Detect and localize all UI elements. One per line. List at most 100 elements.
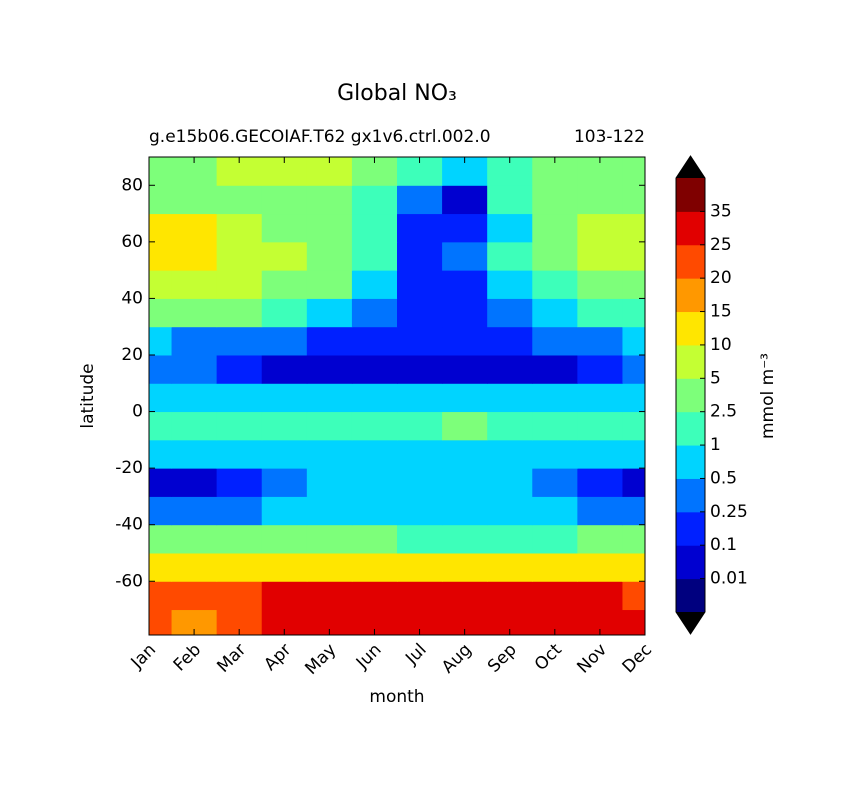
contour-cell — [397, 496, 443, 526]
colorbar-extend — [676, 156, 705, 178]
contour-cell — [261, 354, 308, 384]
contour-cell — [351, 383, 398, 413]
contour-cell — [532, 411, 578, 441]
contour-cell — [442, 581, 488, 611]
colorbar-tick-label: 25 — [710, 235, 732, 255]
y-tick-label: 60 — [121, 232, 143, 252]
subtitle-left: g.e15b06.GECOIAF.T62 gx1v6.ctrl.002.0 — [149, 127, 491, 147]
contour-cell — [532, 354, 578, 384]
contour-cell — [216, 524, 263, 554]
contour-cell — [216, 185, 263, 215]
contour-cell — [622, 157, 646, 186]
contour-cell — [442, 298, 488, 328]
colorbar-tick-label: 0.1 — [710, 535, 737, 555]
contour-cell — [487, 496, 533, 526]
contour-cell — [397, 354, 443, 384]
contour-cell — [216, 552, 263, 582]
contour-cell — [149, 468, 173, 497]
contour-cell — [351, 326, 398, 356]
contour-cell — [261, 383, 308, 413]
contour-cell — [261, 270, 308, 299]
x-tick-label: Dec — [619, 640, 656, 677]
contour-cell — [397, 581, 443, 611]
contour-cell — [216, 411, 263, 441]
contour-cell — [622, 411, 646, 441]
colorbar-tick-label: 5 — [710, 368, 721, 388]
contour-cell — [261, 581, 308, 611]
contour-cell — [216, 468, 263, 497]
y-tick-label: 20 — [121, 345, 143, 365]
contour-cell — [351, 524, 398, 554]
contour-cell — [577, 552, 623, 582]
contour-cell — [532, 468, 578, 497]
contour-cell — [442, 439, 488, 469]
contour-cell — [577, 383, 623, 413]
contour-cell — [487, 270, 533, 299]
colorbar-tick-label: 1 — [710, 435, 721, 455]
colorbar-segment — [676, 545, 705, 580]
colorbar-segment — [676, 311, 705, 346]
colorbar-segment — [676, 344, 705, 379]
contour-cell — [442, 326, 488, 356]
contour-cell — [261, 496, 308, 526]
contour-cell — [622, 552, 646, 582]
contour-cell — [216, 383, 263, 413]
contour-cell — [306, 326, 353, 356]
contour-cell — [261, 185, 308, 215]
contour-cell — [487, 411, 533, 441]
contour-cell — [442, 354, 488, 384]
contour-cell — [532, 185, 578, 215]
colorbar-frame — [675, 155, 706, 635]
contour-cell — [149, 213, 173, 243]
contour-cell — [149, 270, 173, 299]
contour-cell — [351, 298, 398, 328]
chart-title: Global NO₃ — [337, 81, 457, 106]
contour-cell — [442, 496, 488, 526]
x-tick-label: Mar — [213, 640, 250, 677]
contour-cell — [577, 298, 623, 328]
contour-cell — [577, 468, 623, 497]
x-tick-label: Apr — [260, 640, 295, 675]
contour-cell — [171, 524, 218, 554]
colorbar-segment — [676, 445, 705, 479]
colorbar-extend — [676, 612, 705, 634]
contour-cell — [532, 298, 578, 328]
contour-cell — [577, 326, 623, 356]
contour-cell — [532, 439, 578, 469]
subtitle-right: 103-122 — [574, 127, 645, 147]
colorbar-segment — [676, 178, 705, 212]
colorbar-segment — [676, 278, 705, 313]
colorbar-tick-label: 20 — [710, 268, 732, 288]
contour-cell — [171, 354, 218, 384]
colorbar-segment — [676, 478, 705, 513]
contour-cell — [216, 581, 263, 611]
x-tick-label: Feb — [170, 640, 205, 675]
colorbar-tick-label: 0.01 — [710, 569, 748, 589]
x-tick-label: Sep — [484, 640, 521, 677]
contour-cell — [532, 241, 578, 271]
contour-cell — [149, 496, 173, 526]
contour-cell — [149, 298, 173, 328]
contour-cell — [351, 185, 398, 215]
contour-cell — [622, 524, 646, 554]
contour-cell — [487, 439, 533, 469]
contour-cell — [171, 439, 218, 469]
contour-cell — [577, 241, 623, 271]
contour-cell — [487, 581, 533, 611]
contour-cell — [216, 298, 263, 328]
contour-cell — [171, 270, 218, 299]
y-tick-label: -40 — [115, 515, 143, 535]
contour-cell — [351, 270, 398, 299]
contour-cell — [487, 213, 533, 243]
contour-cell — [261, 326, 308, 356]
contour-cell — [149, 241, 173, 271]
x-tick-label: May — [301, 640, 340, 679]
contour-cell — [171, 496, 218, 526]
x-tick-label: Oct — [531, 640, 566, 675]
contour-cell — [442, 185, 488, 215]
contour-cell — [306, 439, 353, 469]
colorbar-tick-label: 0.5 — [710, 468, 737, 488]
contour-cell — [442, 270, 488, 299]
contour-cell — [622, 270, 646, 299]
contour-cell — [261, 411, 308, 441]
